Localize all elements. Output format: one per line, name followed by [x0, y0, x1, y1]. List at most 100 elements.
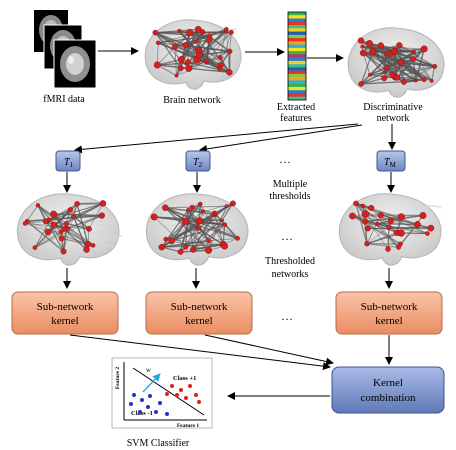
network-node [177, 65, 184, 72]
network-edge [387, 227, 390, 250]
network-node [425, 231, 430, 236]
network-node [153, 61, 161, 69]
network-node [206, 238, 212, 244]
network-node [155, 40, 161, 46]
network-node [411, 49, 416, 55]
feature-stripe [288, 34, 306, 39]
feature-vector-bar [287, 11, 307, 101]
feature-stripe [288, 38, 306, 42]
brain-gyrus [100, 244, 114, 248]
network-node [182, 42, 189, 49]
network-edge [360, 51, 374, 85]
network-node [195, 217, 204, 225]
thresholded-networks-line1: Thresholded [265, 256, 315, 267]
network-node [63, 221, 69, 226]
network-edge [176, 57, 221, 76]
thresholded-network-1 [16, 193, 122, 266]
network-node [381, 75, 388, 82]
threshold-box-t1: T1 [55, 150, 81, 172]
svm-plot-frame [111, 357, 213, 429]
svm-point-class-neg [146, 405, 150, 409]
network-node [420, 45, 428, 53]
network-node [203, 58, 209, 64]
network-node [163, 236, 169, 242]
network-edge [213, 213, 224, 245]
network-node [74, 201, 80, 207]
svm-points [129, 384, 201, 416]
network-edge [26, 220, 65, 253]
svm-point-class-neg [165, 412, 169, 416]
network-edge [377, 223, 418, 225]
feature-stripe [288, 67, 306, 71]
network-node [217, 55, 223, 60]
thresholded-network-2 [145, 193, 249, 266]
network-node [197, 201, 203, 207]
network-edge [197, 205, 228, 229]
svm-point-class-neg [154, 410, 158, 414]
network-node [368, 204, 375, 212]
brain-gyrus [81, 231, 101, 234]
threshold-ellipsis: … [279, 152, 291, 166]
network-edge [187, 61, 230, 73]
network-node [414, 78, 418, 83]
network-edge [76, 203, 89, 245]
network-edge [372, 51, 394, 76]
network-node [193, 39, 198, 44]
network-edge [154, 32, 182, 69]
feature-stripe [288, 31, 306, 36]
brain-gyrus [96, 220, 117, 225]
svm-decision-boundary [132, 367, 205, 416]
network-edge [355, 203, 389, 250]
network-node [83, 246, 90, 253]
network-node [230, 200, 236, 207]
svm-point-class-pos [197, 400, 201, 404]
sub-network-kernel-1: Sub-network kernel [11, 291, 119, 335]
network-node [60, 248, 67, 255]
svm-w-label: w [146, 366, 151, 374]
network-edge [164, 207, 224, 245]
network-node [387, 51, 393, 57]
network-edge [45, 221, 63, 239]
network-node [42, 218, 49, 225]
network-node [86, 225, 92, 232]
extracted-features-label-line1: Extracted [277, 102, 315, 113]
network-node [429, 78, 434, 83]
network-node [224, 29, 229, 34]
network-edge [415, 48, 425, 81]
network-node [224, 204, 229, 209]
threshold-box-t2: T2 [185, 150, 211, 172]
kernel-combination-line2: combination [361, 392, 416, 404]
network-node [177, 248, 184, 255]
network-node [98, 212, 105, 219]
svm-point-class-pos [170, 384, 174, 388]
feature-stripe [288, 70, 306, 75]
network-node [186, 208, 190, 212]
feature-stripe [288, 60, 306, 65]
network-node [227, 48, 233, 54]
network-edge [352, 215, 401, 245]
discriminative-label-line2: network [377, 113, 410, 124]
sub-network-kernel-2: Sub-network kernel [145, 291, 253, 335]
network-edge [156, 64, 177, 77]
network-node [50, 210, 58, 218]
feature-stripe [288, 25, 306, 29]
threshold-t2-label: T2 [193, 157, 203, 169]
svm-point-class-pos [188, 384, 192, 388]
network-node [177, 56, 185, 64]
network-node [384, 65, 390, 71]
network-node [44, 228, 52, 236]
network-node [357, 37, 365, 44]
network-node [205, 246, 213, 254]
network-edge [37, 205, 65, 252]
network-edge [198, 28, 227, 56]
feature-stripe [288, 73, 306, 78]
network-node [382, 70, 387, 75]
svm-feature2-label: Feature 2 [115, 367, 121, 390]
sub-network-kernel-m: Sub-network kernel [335, 291, 443, 335]
network-edge [153, 216, 187, 248]
network-node [410, 56, 417, 62]
network-node [84, 240, 92, 248]
extracted-features-label-line2: features [280, 113, 312, 124]
svm-point-class-neg [129, 402, 133, 406]
